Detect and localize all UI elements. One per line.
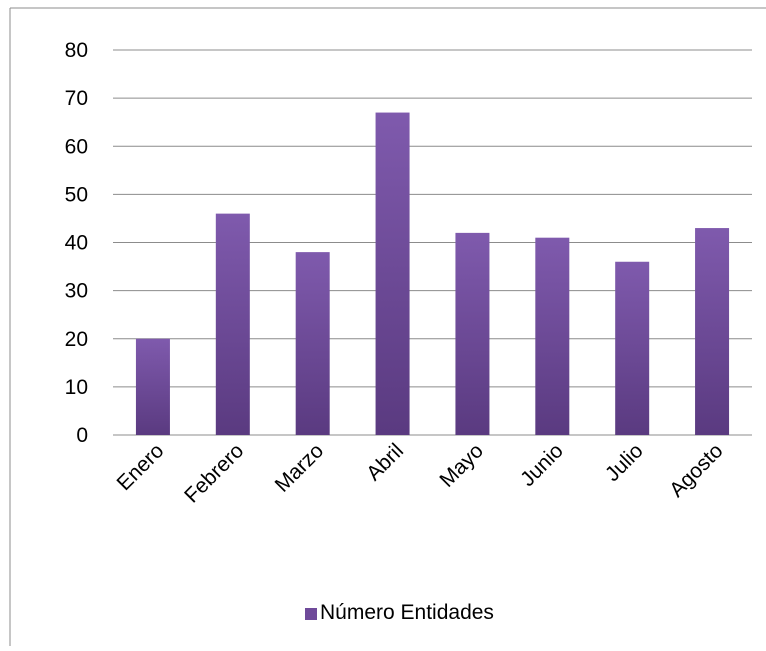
x-tick-label: Febrero [180, 439, 248, 507]
bar [295, 252, 330, 435]
y-tick-label: 70 [65, 87, 88, 110]
bar [375, 112, 410, 435]
legend-swatch [305, 608, 317, 620]
bar [215, 213, 250, 435]
bar [135, 338, 170, 435]
bar [695, 228, 730, 435]
x-tick-label: Julio [601, 439, 648, 486]
x-tick-label: Junio [516, 439, 568, 491]
y-tick-label: 40 [65, 232, 88, 255]
x-tick-label: Enero [113, 439, 169, 495]
bar [455, 232, 490, 435]
x-tick-label: Abril [362, 439, 408, 485]
y-tick-label: 80 [65, 39, 88, 62]
y-tick-label: 60 [65, 135, 88, 158]
legend-label: Número Entidades [320, 601, 494, 624]
y-tick-label: 20 [65, 328, 88, 351]
bar [535, 237, 570, 435]
y-tick-label: 30 [65, 280, 88, 303]
y-tick-label: 0 [76, 424, 88, 447]
bar [615, 261, 650, 435]
x-tick-label: Mayo [435, 439, 488, 492]
y-tick-label: 10 [65, 376, 88, 399]
y-tick-label: 50 [65, 183, 88, 206]
x-tick-label: Agosto [665, 439, 728, 502]
x-tick-label: Marzo [271, 439, 329, 497]
